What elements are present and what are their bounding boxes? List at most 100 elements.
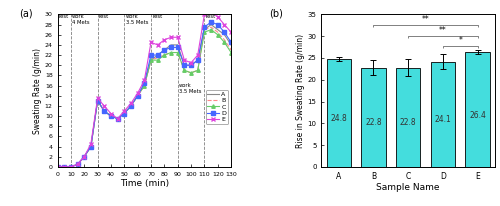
B bbox=[222, 39, 228, 41]
Text: 22.8: 22.8 bbox=[365, 118, 382, 127]
B bbox=[114, 117, 120, 120]
A bbox=[128, 105, 134, 107]
Text: rest: rest bbox=[152, 14, 162, 19]
D bbox=[108, 115, 114, 117]
A bbox=[61, 166, 67, 168]
C bbox=[122, 112, 128, 115]
D bbox=[228, 41, 234, 44]
B bbox=[122, 112, 128, 115]
B bbox=[194, 69, 200, 71]
E bbox=[208, 11, 214, 13]
Text: **: ** bbox=[439, 26, 447, 35]
C bbox=[148, 59, 154, 61]
Y-axis label: Rise in Sweating Rate (g/min): Rise in Sweating Rate (g/min) bbox=[296, 34, 305, 148]
Text: 24.8: 24.8 bbox=[330, 114, 347, 123]
B bbox=[182, 69, 188, 71]
B bbox=[128, 105, 134, 107]
C bbox=[215, 34, 221, 36]
E bbox=[122, 110, 128, 112]
Y-axis label: Sweating Rate (g/min): Sweating Rate (g/min) bbox=[33, 48, 42, 134]
C bbox=[94, 99, 100, 102]
E bbox=[154, 44, 160, 46]
D bbox=[88, 145, 94, 148]
C bbox=[182, 69, 188, 71]
C bbox=[114, 117, 120, 120]
Text: rest: rest bbox=[206, 14, 216, 19]
Text: **: ** bbox=[422, 15, 430, 25]
E bbox=[88, 143, 94, 145]
B bbox=[215, 31, 221, 33]
A bbox=[88, 145, 94, 148]
D bbox=[74, 163, 80, 166]
E bbox=[61, 166, 67, 168]
A bbox=[162, 49, 168, 51]
E bbox=[74, 163, 80, 166]
A bbox=[148, 59, 154, 61]
D bbox=[68, 166, 74, 168]
E bbox=[202, 13, 207, 16]
E bbox=[142, 79, 148, 82]
B bbox=[68, 166, 74, 168]
B bbox=[101, 110, 107, 112]
E bbox=[168, 36, 174, 39]
E bbox=[114, 117, 120, 120]
Text: work
3.5 Mets: work 3.5 Mets bbox=[179, 83, 202, 94]
D bbox=[128, 105, 134, 107]
D bbox=[134, 95, 140, 97]
C bbox=[88, 145, 94, 148]
D bbox=[174, 46, 180, 49]
Text: (b): (b) bbox=[270, 8, 283, 18]
D bbox=[61, 166, 67, 168]
X-axis label: Time (min): Time (min) bbox=[120, 179, 169, 188]
C bbox=[108, 115, 114, 117]
C bbox=[188, 72, 194, 74]
D bbox=[215, 23, 221, 26]
Line: C: C bbox=[56, 28, 233, 169]
A bbox=[202, 28, 207, 31]
Bar bbox=[362, 68, 386, 167]
C bbox=[54, 166, 60, 168]
A bbox=[68, 166, 74, 168]
Text: work
3.5 Mets: work 3.5 Mets bbox=[126, 14, 148, 25]
A bbox=[182, 64, 188, 67]
A bbox=[54, 166, 60, 168]
Bar bbox=[431, 62, 455, 167]
A bbox=[74, 163, 80, 166]
C bbox=[168, 51, 174, 54]
E bbox=[94, 97, 100, 99]
Text: 26.4: 26.4 bbox=[469, 111, 486, 120]
B bbox=[154, 56, 160, 59]
C bbox=[61, 166, 67, 168]
E bbox=[68, 166, 74, 168]
A bbox=[222, 34, 228, 36]
A bbox=[174, 44, 180, 46]
B bbox=[174, 51, 180, 54]
B bbox=[162, 54, 168, 56]
Text: rest: rest bbox=[58, 14, 68, 19]
C bbox=[68, 166, 74, 168]
D bbox=[122, 112, 128, 115]
Text: 22.8: 22.8 bbox=[400, 118, 416, 127]
B bbox=[108, 115, 114, 117]
A bbox=[134, 95, 140, 97]
A bbox=[208, 23, 214, 26]
B bbox=[81, 156, 87, 158]
C bbox=[142, 84, 148, 87]
E bbox=[174, 36, 180, 39]
A bbox=[188, 64, 194, 67]
Legend: A, B, C, D, E: A, B, C, D, E bbox=[206, 90, 228, 124]
B bbox=[188, 72, 194, 74]
C bbox=[194, 69, 200, 71]
A bbox=[108, 115, 114, 117]
A bbox=[168, 44, 174, 46]
Text: 24.1: 24.1 bbox=[434, 115, 452, 124]
E bbox=[81, 156, 87, 158]
E bbox=[182, 59, 188, 61]
D bbox=[94, 99, 100, 102]
D bbox=[162, 49, 168, 51]
B bbox=[61, 166, 67, 168]
E bbox=[54, 166, 60, 168]
C bbox=[154, 59, 160, 61]
D bbox=[182, 64, 188, 67]
A bbox=[142, 84, 148, 87]
